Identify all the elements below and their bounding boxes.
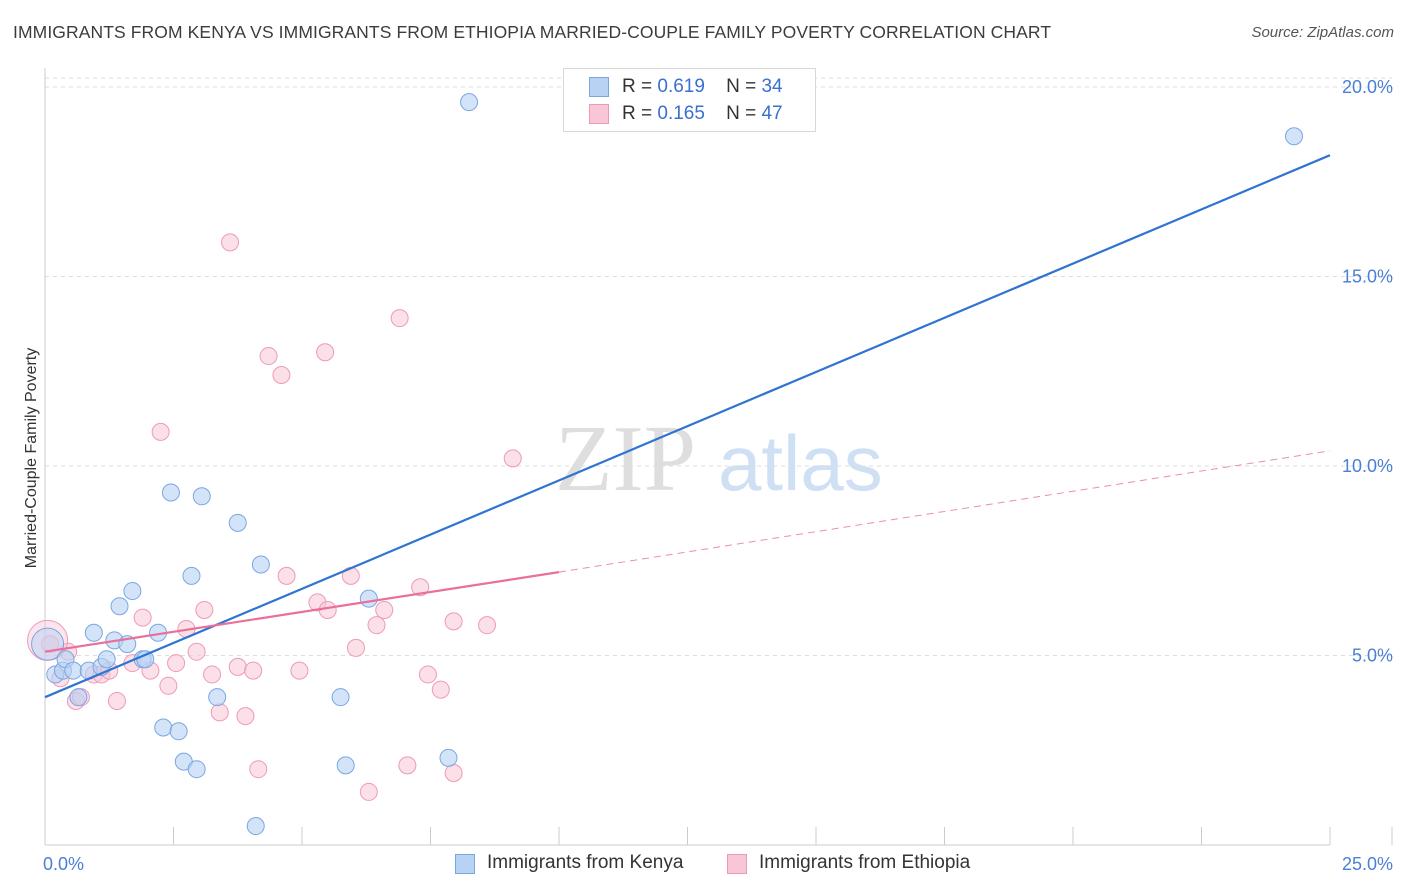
- kenya-point: [110, 597, 129, 616]
- ethiopia-point: [228, 657, 247, 676]
- ethiopia-point: [272, 366, 291, 385]
- ethiopia-point: [359, 782, 378, 801]
- kenya-point: [69, 688, 88, 707]
- ethiopia-point: [133, 608, 152, 627]
- kenya-point: [31, 627, 65, 661]
- kenya-point: [187, 760, 206, 779]
- kenya-point: [331, 688, 350, 707]
- kenya-point: [246, 817, 265, 836]
- kenya-point: [359, 589, 378, 608]
- correlation-legend: R = 0.619 N = 34 R = 0.165 N = 47: [563, 68, 816, 132]
- gridlines: [45, 77, 1392, 656]
- kenya-point: [161, 483, 180, 502]
- kenya-point: [64, 661, 83, 680]
- ethiopia-point: [107, 691, 126, 710]
- ethiopia-point: [398, 756, 417, 775]
- x-tick-label-min: 0.0%: [43, 854, 84, 874]
- ethiopia-point: [203, 665, 222, 684]
- kenya-point: [208, 688, 227, 707]
- kenya-point: [1285, 127, 1304, 146]
- ethiopia-series: [27, 233, 522, 801]
- legend-n-label: N =: [726, 103, 757, 124]
- kenya-point: [169, 722, 188, 741]
- ethiopia-point: [236, 707, 255, 726]
- ethiopia-trend-line: [44, 571, 560, 653]
- ethiopia-point: [249, 760, 268, 779]
- ethiopia-point: [221, 233, 240, 252]
- ethiopia-point: [244, 661, 263, 680]
- y-tick-label: 10.0%: [1342, 456, 1393, 476]
- axes: [44, 68, 1393, 846]
- ethiopia-point: [444, 612, 463, 631]
- y-tick-label: 20.0%: [1342, 77, 1393, 97]
- ethiopia-point: [290, 661, 309, 680]
- ethiopia-point: [390, 309, 409, 328]
- ethiopia-point: [503, 449, 522, 468]
- ethiopia-point: [151, 422, 170, 441]
- kenya-point: [336, 756, 355, 775]
- ethiopia-point: [411, 578, 430, 597]
- ethiopia-point: [167, 654, 186, 673]
- watermark: ZIP atlas: [555, 407, 883, 511]
- ethiopia-point: [431, 680, 450, 699]
- ethiopia-point: [346, 638, 365, 657]
- kenya-point: [154, 718, 173, 737]
- kenya-point: [192, 487, 211, 506]
- kenya-point: [123, 582, 142, 601]
- kenya-point: [251, 555, 270, 574]
- legend-n-label: N =: [726, 76, 757, 97]
- ethiopia-point: [259, 347, 278, 366]
- ethiopia-point: [277, 566, 296, 585]
- y-tick-label: 15.0%: [1342, 266, 1393, 286]
- ethiopia-point: [316, 343, 335, 362]
- kenya-point: [439, 748, 458, 767]
- kenya-point: [182, 566, 201, 585]
- ethiopia-point: [187, 642, 206, 661]
- bottom-legend-swatch-ethiopia: [727, 854, 747, 874]
- bottom-legend-swatch-kenya: [455, 854, 475, 874]
- legend-n-value-kenya: 34: [761, 76, 783, 97]
- kenya-point: [228, 513, 247, 532]
- kenya-series: [31, 93, 1304, 836]
- watermark-zip: ZIP: [555, 407, 696, 511]
- kenya-trend-line: [44, 154, 1331, 699]
- ethiopia-point: [478, 616, 497, 635]
- ethiopia-point: [195, 601, 214, 620]
- tick-labels: 5.0% 10.0% 15.0% 20.0% 0.0% 25.0%: [43, 77, 1393, 874]
- ethiopia-point: [367, 616, 386, 635]
- source-credit: Source: ZipAtlas.com: [1251, 24, 1394, 41]
- y-tick-label: 5.0%: [1352, 645, 1393, 665]
- ethiopia-point: [318, 601, 337, 620]
- kenya-point: [97, 650, 116, 669]
- ethiopia-point: [210, 703, 229, 722]
- legend-text-ethiopia: R = 0.165 N = 47: [622, 103, 783, 125]
- legend-n-value-ethiopia: 47: [761, 103, 783, 124]
- legend-r-value-kenya: 0.619: [657, 76, 705, 97]
- ethiopia-point: [375, 601, 394, 620]
- ethiopia-point: [418, 665, 437, 684]
- legend-r-value-ethiopia: 0.165: [657, 103, 705, 124]
- legend-r-label: R =: [622, 76, 653, 97]
- ethiopia-point: [159, 676, 178, 695]
- chart-title: IMMIGRANTS FROM KENYA VS IMMIGRANTS FROM…: [13, 22, 1052, 42]
- kenya-point: [84, 623, 103, 642]
- legend-swatch-ethiopia: [589, 104, 609, 124]
- legend-swatch-kenya: [589, 77, 609, 97]
- trend-lines: [44, 154, 1331, 699]
- ethiopia-point: [444, 763, 463, 782]
- x-tick-label-max: 25.0%: [1342, 854, 1393, 874]
- legend-text-kenya: R = 0.619 N = 34: [622, 76, 783, 98]
- watermark-atlas: atlas: [718, 419, 883, 507]
- y-axis-label: Married-Couple Family Poverty: [23, 348, 40, 569]
- bottom-legend-label-ethiopia: Immigrants from Ethiopia: [759, 852, 971, 873]
- bottom-legend-label-kenya: Immigrants from Kenya: [487, 852, 684, 873]
- legend-r-label: R =: [622, 103, 653, 124]
- kenya-point: [460, 93, 479, 112]
- ethiopia-trend-extension: [558, 450, 1331, 573]
